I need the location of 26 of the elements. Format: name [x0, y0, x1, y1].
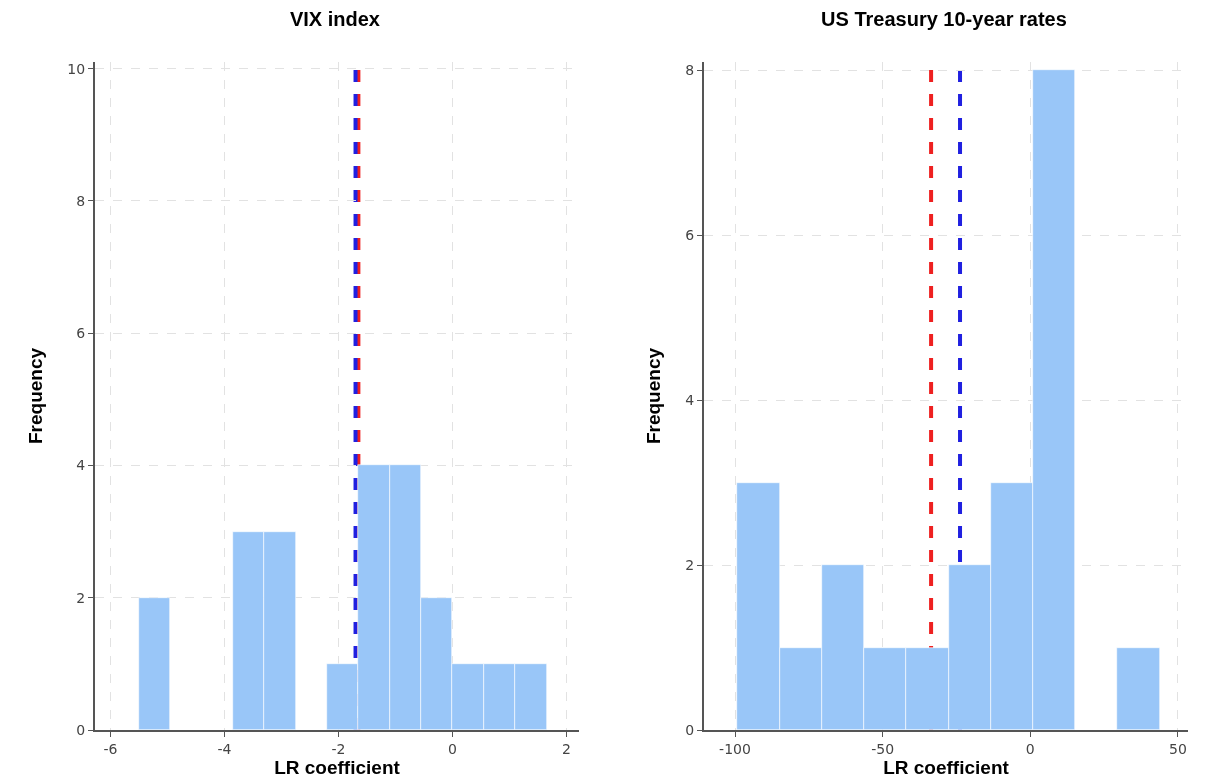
y-tick-label: 4	[685, 392, 695, 409]
y-axis-title: Frequency	[24, 347, 46, 445]
x-axis-title: LR coefficient	[274, 756, 401, 778]
x-tick-label: -100	[719, 740, 751, 757]
y-axis-title: Frequency	[642, 347, 664, 445]
y-tick-label: 6	[76, 325, 86, 342]
y-tick-label: 0	[76, 721, 86, 738]
x-tick-label: -50	[871, 740, 895, 757]
y-tick-label: 2	[685, 556, 695, 573]
y-tick-label: 8	[76, 192, 86, 209]
x-tick-label: 0	[1025, 740, 1035, 757]
y-tick-label: 4	[76, 457, 86, 474]
x-tick-label: 0	[447, 740, 457, 757]
y-tick-label: 8	[685, 62, 695, 79]
y-tick-label: 2	[76, 589, 86, 606]
x-tick-label: 50	[1169, 740, 1187, 757]
x-tick-label: -6	[103, 740, 118, 757]
x-tick-label: -2	[331, 740, 346, 757]
chart-title: US Treasury 10-year rates	[821, 7, 1067, 30]
y-tick-label: 10	[67, 60, 86, 77]
chart-title: VIX index	[289, 7, 380, 30]
x-axis-title: LR coefficient	[883, 756, 1010, 778]
x-tick-label: 2	[562, 740, 571, 757]
y-tick-label: 6	[685, 227, 695, 244]
y-tick-label: 0	[685, 721, 695, 738]
x-tick-label: -4	[217, 740, 232, 757]
